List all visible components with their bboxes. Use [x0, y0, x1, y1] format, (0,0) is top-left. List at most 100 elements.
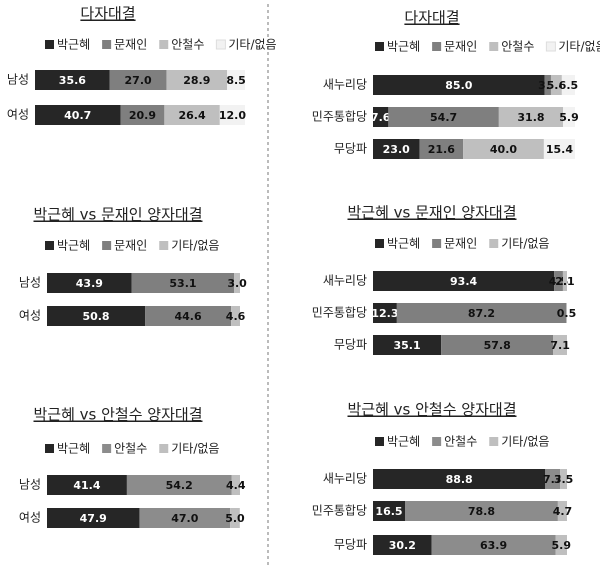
bar-segment [219, 105, 245, 125]
legend-swatch [375, 437, 384, 446]
legend-swatch [159, 241, 169, 250]
legend-label: 기타/없음 [228, 38, 276, 52]
value-label: 40.0 [490, 143, 517, 156]
bar-segment [373, 469, 546, 489]
bar-segment [388, 107, 499, 127]
value-label: 12.3 [371, 307, 398, 320]
legend-swatch [489, 239, 499, 248]
category-label: 새누리당 [323, 274, 367, 288]
value-label: 30.2 [389, 539, 416, 552]
bar-segment [563, 107, 575, 127]
value-label: 16.5 [375, 505, 402, 518]
legend-label: 박근혜 [57, 442, 90, 456]
category-label: 민주통합당 [312, 504, 367, 518]
value-label: 5.9 [552, 539, 572, 552]
value-label: 6.5 [559, 79, 579, 92]
bar-segment [562, 271, 567, 291]
legend-swatch [375, 42, 384, 51]
bar-segment [35, 70, 110, 90]
category-label: 민주통합당 [312, 110, 367, 124]
bar-segment [555, 535, 567, 555]
value-label: 28.9 [183, 74, 210, 87]
value-label: 5.0 [225, 512, 245, 525]
bar-segment [544, 75, 551, 95]
legend-label: 안철수 [444, 435, 477, 449]
legend-label: 문재인 [114, 38, 147, 52]
value-label: 87.2 [468, 307, 495, 320]
bar-segment [419, 139, 464, 159]
chart-title: 박근혜 vs 문재인 양자대결 [34, 206, 203, 224]
legend-label: 안철수 [171, 38, 204, 52]
bar-segment [234, 273, 240, 293]
chart-title: 다자대결 [80, 5, 135, 23]
bar-segment [431, 535, 556, 555]
value-label: 54.2 [166, 479, 193, 492]
bar-segment [35, 105, 121, 125]
bar-segment [553, 335, 567, 355]
value-label: 54.7 [430, 111, 457, 124]
chart-title: 박근혜 vs 안철수 양자대결 [34, 406, 203, 424]
category-label: 남성 [7, 73, 29, 87]
value-label: 35.6 [59, 74, 86, 87]
category-label: 무당파 [334, 538, 367, 552]
category-label: 민주통합당 [312, 306, 367, 320]
category-label: 남성 [19, 478, 41, 492]
bar-segment [405, 501, 558, 521]
legend-label: 기타/없음 [171, 239, 219, 253]
value-label: 53.1 [169, 277, 196, 290]
value-label: 0.5 [557, 307, 577, 320]
bar-segment [109, 70, 167, 90]
bar-segment [120, 105, 165, 125]
value-label: 21.6 [428, 143, 455, 156]
legend-label: 박근혜 [387, 435, 420, 449]
value-label: 4.6 [226, 310, 246, 323]
value-label: 57.8 [484, 339, 511, 352]
bar-segment [227, 70, 245, 90]
bar-segment [139, 508, 231, 528]
legend-swatch [432, 239, 442, 248]
bar-segment [557, 501, 567, 521]
legend-swatch [159, 40, 169, 49]
value-label: 20.9 [129, 109, 156, 122]
value-label: 85.0 [445, 79, 472, 92]
legend-label: 기타/없음 [501, 435, 549, 449]
bar-segment [126, 475, 232, 495]
bar-segment [561, 75, 575, 95]
value-label: 4.4 [226, 479, 246, 492]
bar-segment [545, 469, 561, 489]
value-label: 7.6 [371, 111, 391, 124]
bar-segment [145, 306, 232, 326]
legend-label: 안철수 [501, 40, 534, 54]
value-label: 47.0 [171, 512, 198, 525]
legend-label: 기타/없음 [171, 442, 219, 456]
value-label: 31.8 [517, 111, 544, 124]
bar-segment [231, 475, 240, 495]
value-label: 5.4 [547, 79, 567, 92]
bar-segment [47, 306, 146, 326]
bar-segment [463, 139, 544, 159]
legend-label: 안철수 [114, 442, 147, 456]
legend-swatch [45, 40, 54, 49]
value-label: 23.0 [383, 143, 410, 156]
bar-segment [373, 139, 420, 159]
value-label: 93.4 [450, 275, 477, 288]
value-label: 44.6 [175, 310, 202, 323]
legend-swatch [545, 41, 556, 52]
legend-label: 박근혜 [57, 239, 90, 253]
bar-segment [373, 107, 389, 127]
category-label: 남성 [19, 276, 41, 290]
bar-segment [554, 271, 563, 291]
value-label: 15.4 [546, 143, 573, 156]
chart-title: 박근혜 vs 안철수 양자대결 [348, 401, 517, 419]
value-label: 7.1 [550, 339, 570, 352]
legend-label: 문재인 [444, 237, 477, 251]
value-label: 7.7 [543, 473, 563, 486]
value-label: 8.5 [226, 74, 246, 87]
legend-label: 박근혜 [387, 237, 420, 251]
legend-label: 문재인 [114, 239, 147, 253]
value-label: 12.0 [219, 109, 246, 122]
value-label: 50.8 [82, 310, 109, 323]
value-label: 27.0 [125, 74, 152, 87]
value-label: 88.8 [446, 473, 473, 486]
category-label: 여성 [7, 108, 29, 122]
